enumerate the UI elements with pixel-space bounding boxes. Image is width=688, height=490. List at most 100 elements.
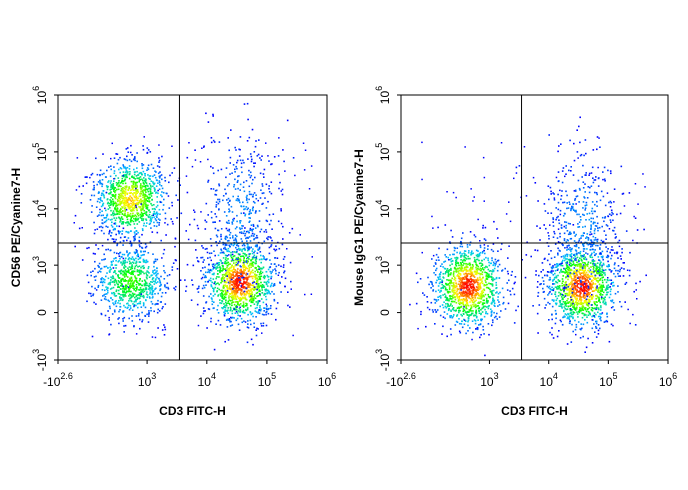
data-point [250,235,253,237]
data-point [236,291,239,294]
data-point [465,290,467,293]
data-point [497,260,499,262]
data-point [275,245,277,247]
data-point [225,292,228,294]
data-point [132,270,134,272]
data-point [93,184,95,187]
data-point [124,203,126,205]
data-point [215,201,218,203]
data-point [227,197,230,200]
data-point [133,259,136,262]
data-point [564,268,566,270]
data-point [454,289,456,291]
data-point [609,293,612,296]
data-point [116,252,118,255]
data-point [162,191,165,194]
data-point [246,140,249,142]
data-point [129,277,131,280]
data-point [477,294,480,297]
data-point [224,310,226,312]
data-point [138,195,141,198]
data-point [220,281,222,284]
data-point [464,259,467,262]
data-point [287,304,289,307]
data-point [132,208,135,210]
data-point [226,264,229,267]
data-point [124,262,126,264]
data-point [231,316,234,319]
data-point [454,268,457,270]
data-point [244,305,247,307]
data-point [110,262,113,264]
data-point [156,196,158,198]
data-point [123,331,125,333]
data-point [122,290,124,292]
data-point [227,307,229,309]
data-point [147,185,149,187]
data-point [246,257,248,260]
data-point [230,287,232,290]
data-point [133,157,136,160]
data-point [555,275,558,277]
data-point [238,307,241,310]
data-point [218,183,220,185]
data-point [273,284,276,287]
data-point [483,299,485,302]
data-point [270,219,272,222]
data-point [250,259,252,262]
data-point [491,259,493,262]
data-point [144,283,147,285]
data-point [210,269,213,272]
data-point [132,287,134,289]
data-point [164,217,167,220]
data-point [110,260,113,263]
data-point [143,209,146,212]
data-point [457,300,460,302]
data-point [480,278,483,280]
data-point [483,315,486,318]
data-point [143,296,145,299]
data-point [180,212,183,215]
data-point [133,209,135,212]
data-point [230,317,233,319]
data-point [472,331,474,334]
data-point [482,305,485,308]
data-point [585,287,588,290]
data-point [179,184,181,186]
data-point [573,302,575,304]
data-point [134,299,137,302]
data-point [135,206,137,208]
data-point [155,282,158,284]
data-point [233,251,236,253]
data-point [123,264,126,267]
data-point [250,275,252,278]
data-point [128,298,131,300]
data-point [212,278,215,280]
data-point [245,298,248,301]
data-point [240,275,242,278]
data-point [135,295,137,298]
data-point [242,270,244,273]
data-point [231,223,234,225]
data-point [144,288,147,291]
data-point [116,225,118,227]
data-point [258,139,260,141]
data-point [141,173,143,176]
data-point [231,293,234,295]
data-point [151,292,154,294]
data-point [119,251,122,254]
data-point [167,288,170,290]
data-point [225,254,227,257]
population-1 [74,144,189,269]
data-point [143,303,145,305]
data-point [475,254,478,257]
data-point [150,287,153,289]
data-point [135,283,138,286]
data-point [219,269,222,272]
data-point [230,288,233,291]
data-point [117,260,120,263]
data-point [118,211,120,213]
data-point [160,194,162,196]
data-point [498,277,501,279]
data-point [93,232,96,235]
